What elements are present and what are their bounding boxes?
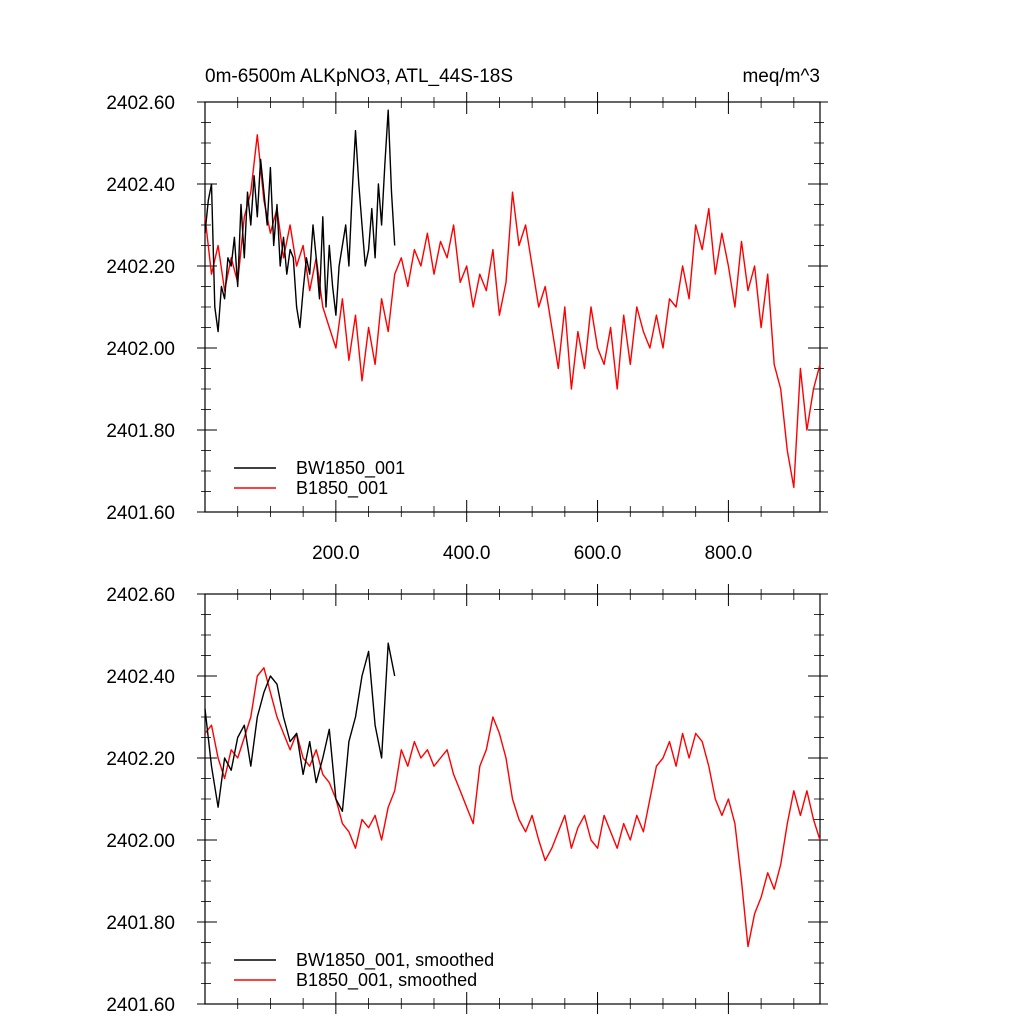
y-tick-label: 2402.40 [106, 667, 175, 688]
bottom-panel: 2401.60 2401.80 2402.00 2402.20 2402.40 2402.… [106, 584, 828, 1016]
series-line-1 [204, 134, 821, 489]
y-tick-label: 2402.60 [106, 93, 175, 114]
x-tick-label: 400.0 [443, 543, 491, 564]
top-panel: 0m-6500m ALKpNO3, ATL_44S-18S meq/m^3 24… [106, 66, 828, 564]
y-tick-label: 2401.80 [106, 421, 175, 442]
chart-title: 0m-6500m ALKpNO3, ATL_44S-18S [205, 66, 513, 87]
y-tick-label: 2402.00 [106, 339, 175, 360]
y-tick-label: 2402.20 [106, 257, 175, 278]
y-tick-label: 2401.60 [106, 503, 175, 524]
legend-label: BW1850_001 [296, 458, 405, 479]
y-tick-label: 2402.20 [106, 749, 175, 770]
series-line-1 [204, 667, 821, 948]
x-tick-label: 200.0 [312, 543, 360, 564]
chart-units: meq/m^3 [742, 66, 820, 87]
series-line-0 [204, 109, 396, 333]
legend-label: B1850_001 [296, 478, 388, 499]
y-tick-label: 2401.80 [106, 913, 175, 934]
series-line-0 [204, 642, 396, 812]
x-tick-label: 800.0 [705, 543, 753, 564]
y-tick-label: 2402.60 [106, 585, 175, 606]
legend-label: B1850_001, smoothed [296, 970, 477, 991]
x-tick-label: 600.0 [574, 543, 622, 564]
y-tick-label: 2402.40 [106, 175, 175, 196]
y-tick-label: 2401.60 [106, 995, 175, 1016]
legend-label: BW1850_001, smoothed [296, 950, 494, 971]
y-tick-label: 2402.00 [106, 831, 175, 852]
